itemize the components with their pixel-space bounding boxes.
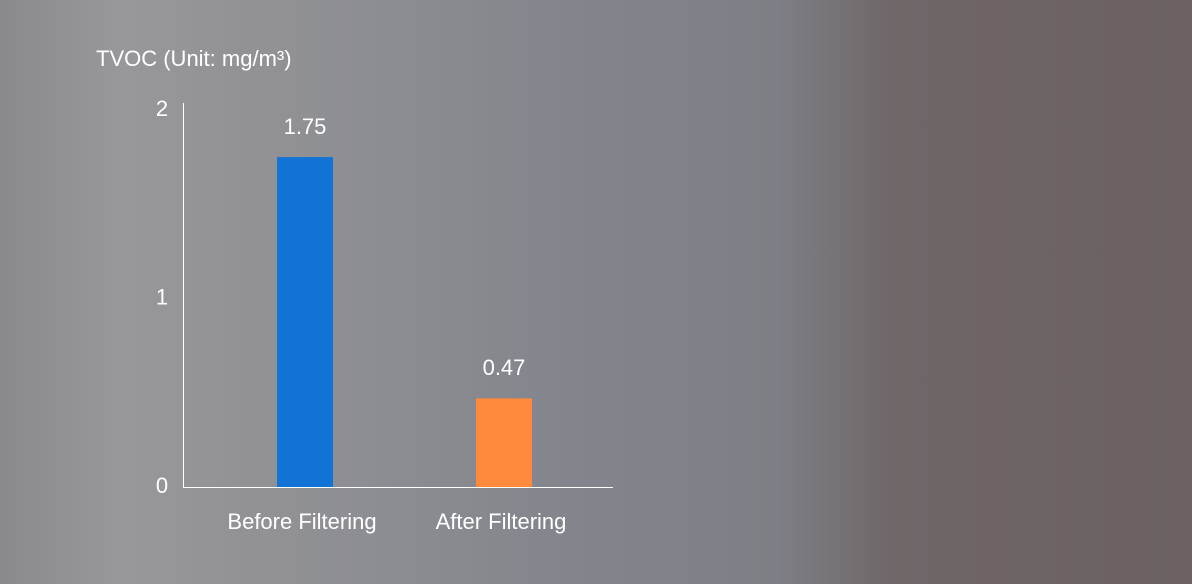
bar bbox=[277, 157, 333, 487]
value-label: 0.47 bbox=[483, 355, 526, 380]
value-label: 1.75 bbox=[284, 114, 327, 139]
y-tick-label: 2 bbox=[156, 96, 168, 121]
y-tick-label: 0 bbox=[156, 473, 168, 498]
y-tick-label: 1 bbox=[156, 284, 168, 309]
x-tick-label: Before Filtering bbox=[227, 509, 376, 534]
bar bbox=[476, 398, 532, 487]
chart-title: TVOC (Unit: mg/m³) bbox=[96, 46, 292, 71]
x-tick-label: After Filtering bbox=[436, 509, 567, 534]
